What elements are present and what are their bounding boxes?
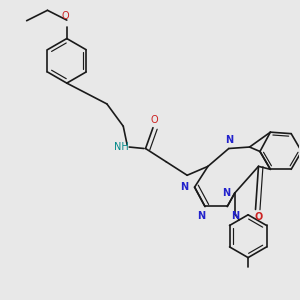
Text: N: N <box>231 211 239 221</box>
Text: N: N <box>180 182 188 192</box>
Text: O: O <box>61 11 69 21</box>
Text: O: O <box>151 115 158 125</box>
Text: N: N <box>222 188 230 198</box>
Text: N: N <box>225 135 233 145</box>
Text: NH: NH <box>114 142 129 152</box>
Text: N: N <box>197 211 206 221</box>
Text: O: O <box>254 212 262 222</box>
